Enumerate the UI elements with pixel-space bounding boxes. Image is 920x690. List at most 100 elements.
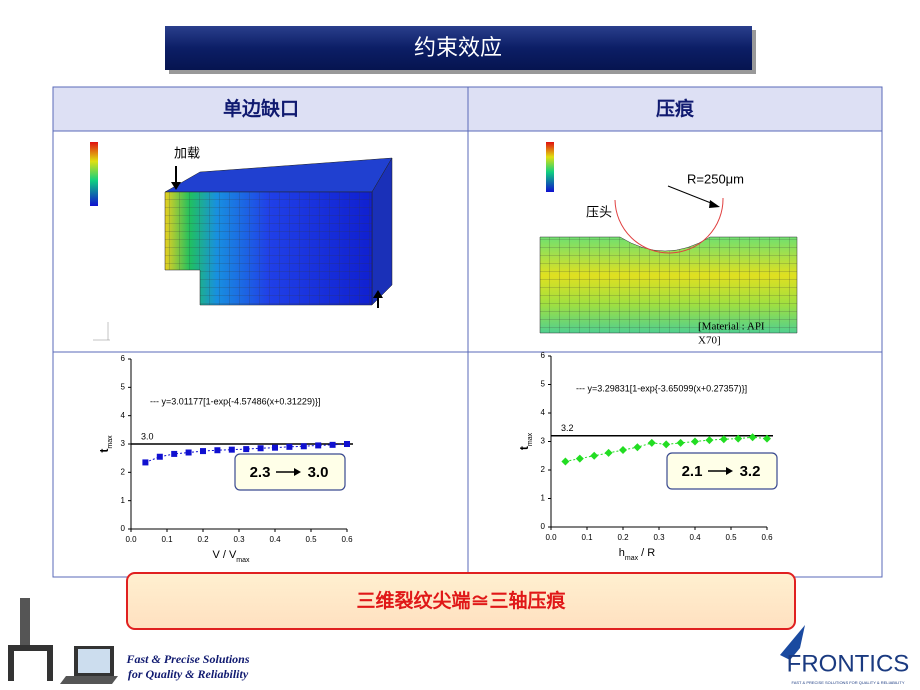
y-tick-label: 3 <box>541 437 546 446</box>
x-tick-label: 0.6 <box>341 535 353 544</box>
y-axis-label-sub: max <box>107 435 114 449</box>
y-tick-label: 5 <box>121 382 126 391</box>
x-tick-label: 0.0 <box>125 535 137 544</box>
y-tick-label: 0 <box>541 522 546 531</box>
x-tick-label: 0.1 <box>161 535 173 544</box>
point <box>719 435 728 444</box>
y-axis-label-main: t <box>517 446 531 450</box>
indenter-label: 压头 <box>586 204 612 219</box>
point <box>315 442 322 449</box>
point <box>156 453 163 460</box>
brand-mark <box>780 625 805 660</box>
machine-logo <box>8 598 118 684</box>
point <box>344 441 350 447</box>
point <box>243 446 250 453</box>
col-header: 单边缺口 <box>223 97 299 120</box>
point <box>734 434 743 443</box>
result-from: 2.1 <box>682 463 703 480</box>
y-tick-label: 2 <box>121 467 126 476</box>
x-tick-label: 0.5 <box>305 535 317 544</box>
point <box>705 436 714 445</box>
x-tick-label: 0.4 <box>269 535 281 544</box>
reference-label: 3.2 <box>561 423 574 433</box>
fe-image-crack <box>90 142 393 341</box>
result-from: 2.3 <box>250 464 271 481</box>
load-label: 加载 <box>174 145 200 160</box>
y-tick-label: 1 <box>541 494 546 503</box>
brand-tagline: FAST & PRECISE SOLUTIONS FOR QUALITY & R… <box>792 680 905 685</box>
point <box>185 449 192 456</box>
footer-text: for Quality & Reliability <box>128 667 249 681</box>
x-tick-label: 0.6 <box>761 533 773 542</box>
fit-line <box>145 443 348 463</box>
x-tick-label: 0.2 <box>197 535 209 544</box>
brand: FRONTICS <box>787 650 910 677</box>
result-to: 3.0 <box>308 464 329 481</box>
x-axis-label-tail: / R <box>641 547 655 559</box>
y-tick-label: 2 <box>541 465 546 474</box>
y-tick-label: 4 <box>121 411 126 420</box>
point <box>748 433 757 442</box>
x-tick-label: 0.5 <box>725 533 737 542</box>
x-axis-label-sub: max <box>236 557 250 564</box>
col-header: 压痕 <box>656 97 695 120</box>
point <box>300 443 307 450</box>
point <box>329 441 336 448</box>
x-tick-label: 0.0 <box>545 533 557 542</box>
y-tick-label: 5 <box>541 380 546 389</box>
radius-label: R=250μm <box>687 171 744 186</box>
result-to: 3.2 <box>740 463 761 480</box>
x-tick-label: 0.2 <box>617 533 629 542</box>
conclusion: 三维裂纹尖端≅三轴压痕 <box>356 589 566 612</box>
x-tick-label: 0.3 <box>653 533 665 542</box>
material-label: X70] <box>698 335 721 347</box>
x-axis-label-main: h <box>619 547 625 559</box>
point <box>604 448 613 457</box>
point <box>286 443 293 450</box>
x-axis-label: V / Vmax <box>212 549 250 564</box>
y-axis-label-main: t <box>97 449 111 453</box>
point <box>142 459 149 466</box>
footer-text: Fast & Precise Solutions <box>125 652 249 666</box>
y-axis-label: tmax <box>517 432 534 450</box>
title: 约束效应 <box>414 35 502 60</box>
formula: --- y=3.29831[1-exp{-3.65099(x+0.27357)}… <box>576 383 747 393</box>
x-axis-label-main: V / V <box>212 549 237 561</box>
x-axis-label: hmax / R <box>619 547 655 562</box>
result-arrow-head <box>294 468 301 476</box>
y-tick-label: 1 <box>121 496 126 505</box>
point <box>676 438 685 447</box>
point <box>647 438 656 447</box>
reference-label: 3.0 <box>141 431 154 441</box>
point <box>763 434 771 443</box>
point <box>214 447 221 454</box>
x-tick-label: 0.4 <box>689 533 701 542</box>
x-tick-label: 0.3 <box>233 535 245 544</box>
point <box>200 448 206 455</box>
y-tick-label: 6 <box>541 351 546 360</box>
y-axis-label-sub: max <box>527 432 534 446</box>
y-tick-label: 4 <box>541 408 546 417</box>
y-axis-label: tmax <box>97 435 114 453</box>
material-label: [Material : API <box>698 321 765 333</box>
conclusion-box <box>126 572 796 630</box>
point <box>272 444 278 451</box>
y-tick-label: 3 <box>121 439 126 448</box>
y-tick-label: 6 <box>121 354 126 363</box>
x-tick-label: 0.1 <box>581 533 593 542</box>
formula: --- y=3.01177[1-exp{-4.57486(x+0.31229)}… <box>150 396 320 406</box>
point <box>228 446 235 453</box>
point <box>257 445 264 452</box>
point <box>171 450 178 457</box>
point <box>662 440 671 449</box>
point <box>561 457 570 466</box>
charts: 0.0 0.1 0.2 0.3 0.4 0.5 0.6 0 1 2 3 4 5 6 3.0 --- y=3.0… <box>97 351 778 564</box>
point <box>619 446 627 455</box>
point <box>633 443 642 452</box>
y-tick-label: 0 <box>121 524 126 533</box>
point <box>575 454 584 463</box>
result-arrow-head <box>726 467 733 475</box>
fe-image-indent <box>539 142 798 334</box>
point <box>590 451 599 460</box>
